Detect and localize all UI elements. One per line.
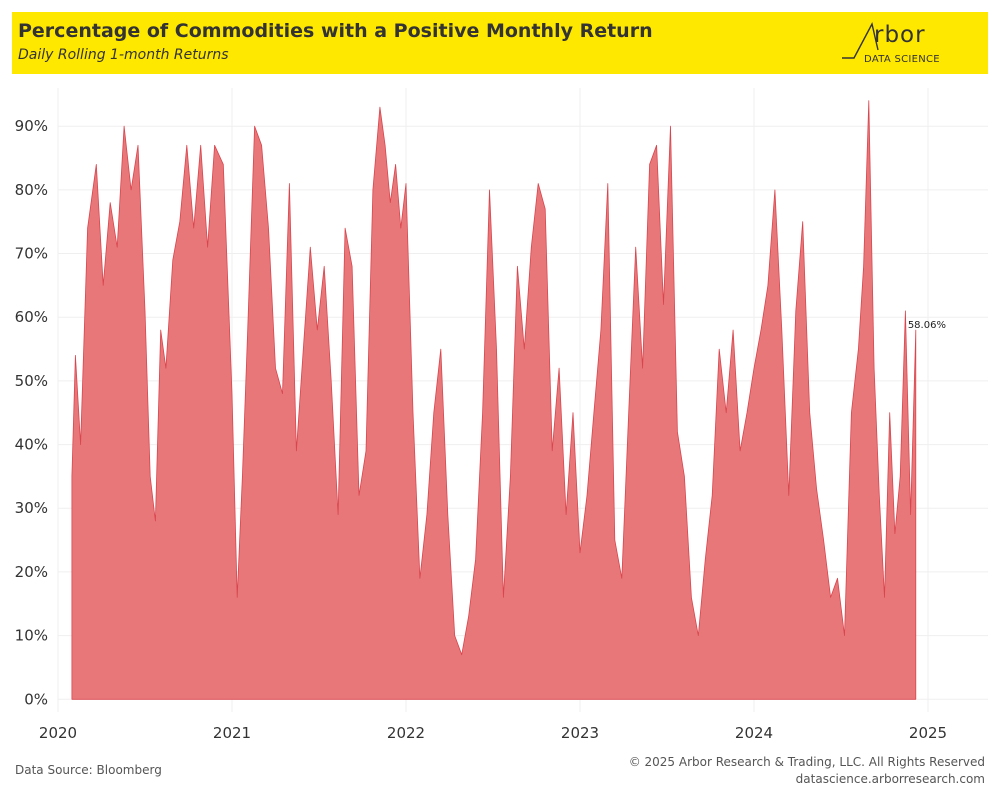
title-banner: Percentage of Commodities with a Positiv… — [12, 12, 988, 74]
y-tick-label: 50% — [15, 372, 48, 390]
area-series — [71, 100, 917, 700]
y-tick-label: 40% — [15, 436, 48, 454]
y-tick-label: 0% — [24, 690, 48, 708]
end-value-label: 58.06% — [908, 320, 946, 331]
y-tick-label: 80% — [15, 181, 48, 199]
website-link[interactable]: datascience.arborresearch.com — [795, 772, 985, 786]
x-tick-label: 2023 — [561, 724, 599, 742]
x-tick-label: 2022 — [387, 724, 425, 742]
y-tick-label: 90% — [15, 117, 48, 135]
chart-title: Percentage of Commodities with a Positiv… — [18, 20, 653, 42]
y-tick-label: 60% — [15, 308, 48, 326]
arbor-logo-icon — [842, 22, 879, 59]
area-chart: 0%10%20%30%40%50%60%70%80%90% 2020 2021 20… — [15, 88, 988, 742]
x-tick-label: 2024 — [735, 724, 773, 742]
x-tick-label: 2020 — [39, 724, 77, 742]
x-axis: 2020 2021 2022 2023 2024 2025 — [39, 724, 947, 742]
x-tick-label: 2025 — [909, 724, 947, 742]
arbor-logo: rbor DATA SCIENCE — [838, 20, 978, 70]
y-tick-label: 70% — [15, 245, 48, 263]
y-tick-label: 10% — [15, 627, 48, 645]
y-axis: 0% 10% 20% 30% 40% 50% 60% 70% 80% 90% — [15, 117, 48, 708]
logo-subtitle: DATA SCIENCE — [864, 54, 940, 65]
y-tick-label: 30% — [15, 499, 48, 517]
x-tick-label: 2021 — [213, 724, 251, 742]
y-tick-label: 20% — [15, 563, 48, 581]
annotations: 58.06% — [908, 320, 946, 331]
logo-word: rbor — [874, 22, 926, 48]
data-source: Data Source: Bloomberg — [15, 763, 162, 777]
copyright-block: © 2025 Arbor Research & Trading, LLC. Al… — [629, 754, 985, 788]
chart-subtitle: Daily Rolling 1-month Returns — [18, 47, 229, 63]
copyright-text: © 2025 Arbor Research & Trading, LLC. Al… — [628, 755, 985, 769]
area-fill — [71, 100, 917, 700]
